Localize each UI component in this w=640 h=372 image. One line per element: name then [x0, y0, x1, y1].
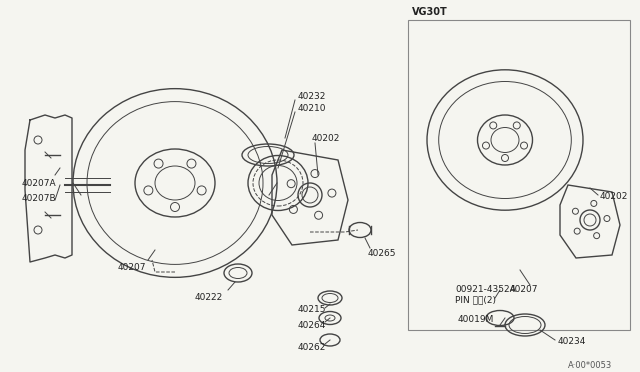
Text: PIN ピン(2): PIN ピン(2): [455, 295, 496, 305]
Text: 40207B: 40207B: [22, 193, 56, 202]
Text: 00921-4352A: 00921-4352A: [455, 285, 516, 295]
Text: 40234: 40234: [558, 337, 586, 346]
Text: 40207: 40207: [510, 285, 538, 295]
Text: 40210: 40210: [298, 103, 326, 112]
Text: 40019M: 40019M: [458, 315, 494, 324]
Text: VG30T: VG30T: [412, 7, 448, 17]
Text: 40202: 40202: [312, 134, 340, 142]
Text: 40262: 40262: [298, 343, 326, 353]
Text: 40222: 40222: [195, 294, 223, 302]
Text: 40202: 40202: [600, 192, 628, 201]
Text: 40232: 40232: [298, 92, 326, 100]
Text: 40264: 40264: [298, 321, 326, 330]
Text: 40207: 40207: [118, 263, 147, 273]
Text: 40207A: 40207A: [22, 179, 56, 187]
Bar: [408, 20, 630, 330]
Text: A·00*0053: A·00*0053: [568, 360, 612, 369]
Text: 40215: 40215: [298, 305, 326, 314]
Text: 40265: 40265: [368, 248, 397, 257]
